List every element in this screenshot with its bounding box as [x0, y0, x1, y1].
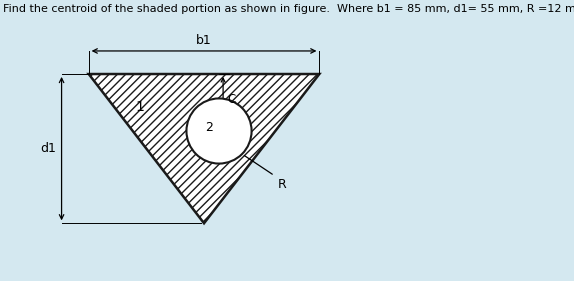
Circle shape: [187, 98, 251, 164]
Text: d1: d1: [40, 142, 56, 155]
Text: C: C: [227, 93, 235, 106]
Text: 1: 1: [135, 100, 144, 114]
Text: 2: 2: [205, 121, 213, 134]
Polygon shape: [89, 74, 319, 223]
Text: b1: b1: [196, 34, 212, 47]
Text: R: R: [277, 178, 286, 191]
Text: Find the centroid of the shaded portion as shown in figure.  Where b1 = 85 mm, d: Find the centroid of the shaded portion …: [3, 4, 574, 14]
